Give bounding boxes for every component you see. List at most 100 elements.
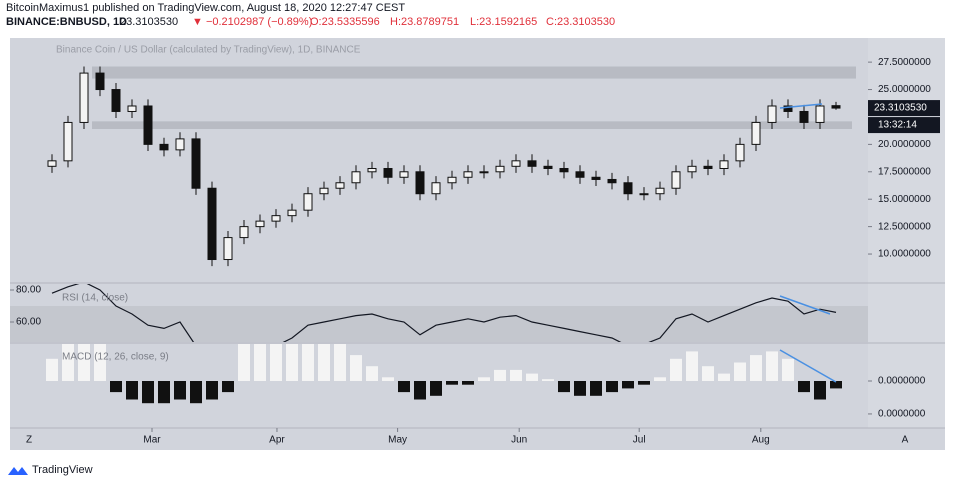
y-tick-label: 17.5000000	[878, 166, 931, 177]
macd-bar	[830, 381, 842, 389]
price: 23.3103530	[120, 16, 178, 28]
candle-body	[831, 105, 841, 109]
x-tick-label: Aug	[752, 435, 770, 446]
countdown-box	[868, 117, 940, 134]
rsi-title: RSI (14, close)	[62, 293, 128, 304]
macd-bar	[414, 381, 426, 400]
y-tick-label: 10.0000000	[878, 249, 931, 260]
x-tick-label: Mar	[143, 435, 161, 446]
y-tick-label: 0.0000000	[878, 409, 926, 420]
candle-body	[287, 209, 297, 217]
candle-body	[799, 110, 809, 123]
macd-bar	[590, 381, 602, 396]
macd-bar	[78, 344, 90, 382]
price-pane	[47, 66, 856, 267]
macd-bar	[558, 381, 570, 393]
candle-body	[591, 176, 601, 180]
watermark: Binance Coin / US Dollar (calculated by …	[56, 45, 361, 56]
candle-body	[783, 105, 793, 112]
ohlc-low: L:23.1592165	[470, 16, 537, 28]
candle-body	[703, 165, 713, 169]
candle-body	[191, 138, 201, 189]
candle-body	[767, 105, 777, 123]
macd-bar	[718, 373, 730, 382]
candle-body	[687, 165, 697, 173]
candle-body	[527, 160, 537, 167]
candle-body	[367, 167, 377, 173]
candle-body	[735, 143, 745, 162]
candle-body	[815, 105, 825, 123]
y-tick-label: 60.00	[16, 317, 41, 328]
macd-bar	[494, 369, 506, 382]
macd-bar	[654, 377, 666, 382]
candle-body	[479, 171, 489, 174]
candle-body	[463, 171, 473, 178]
change: ▼ −0.2102987 (−0.89%)	[192, 16, 312, 28]
trendline	[779, 349, 837, 383]
candle-body	[447, 176, 457, 184]
macd-bar	[222, 381, 234, 393]
candle-body	[175, 138, 185, 151]
candle-body	[655, 187, 665, 195]
macd-bar	[622, 381, 634, 389]
candle-body	[431, 182, 441, 195]
macd-bar	[782, 358, 794, 382]
candle-body	[575, 171, 585, 178]
x-tick-label: May	[388, 435, 407, 446]
macd-bar	[46, 358, 58, 382]
candle-body	[303, 193, 313, 211]
zone	[92, 121, 852, 130]
rsi-line	[51, 284, 837, 342]
macd-bar	[382, 377, 394, 382]
candle-body	[511, 160, 521, 167]
candle-body	[159, 143, 169, 151]
ohlc-high: H:23.8789751	[390, 16, 459, 28]
candle-body	[415, 171, 425, 195]
macd-bar	[94, 344, 106, 382]
macd-bar	[334, 344, 346, 382]
y-tick-label: 15.0000000	[878, 194, 931, 205]
candle-body	[111, 89, 121, 112]
candle-body	[95, 72, 105, 91]
macd-bar	[462, 381, 474, 385]
macd-bar	[814, 381, 826, 400]
nav-button[interactable]: Z	[26, 435, 32, 446]
macd-bar	[366, 366, 378, 382]
y-tick-label: 27.5000000	[878, 57, 931, 68]
ohlc-close: C:23.3103530	[546, 16, 615, 28]
candle-body	[559, 167, 569, 173]
y-tick-label: 25.0000000	[878, 84, 931, 95]
candle-body	[271, 215, 281, 222]
candle-body	[239, 226, 249, 239]
symbol: BINANCE:BNBUSD, 1D	[6, 16, 127, 28]
publish-line: BitcoinMaximus1 published on TradingView…	[6, 2, 405, 14]
candle-body	[255, 220, 265, 228]
macd-bar	[254, 344, 266, 382]
macd-bar	[766, 351, 778, 382]
candle-body	[319, 187, 329, 195]
macd-bar	[750, 355, 762, 382]
candle-body	[719, 160, 729, 169]
ohlc-open: O:23.5335596	[310, 16, 380, 28]
candle-body	[335, 182, 345, 189]
countdown: 13:32:14	[878, 120, 917, 131]
footer-brand: TradingView	[32, 464, 93, 476]
y-tick-label: 20.0000000	[878, 139, 931, 150]
macd-bar	[206, 381, 218, 400]
macd-bar	[286, 344, 298, 382]
macd-bar	[734, 362, 746, 382]
last-price-box	[868, 100, 940, 117]
y-tick-label: 0.0000000	[878, 376, 926, 387]
macd-bar	[302, 344, 314, 382]
macd-pane	[46, 344, 842, 404]
candle-body	[383, 167, 393, 178]
nav-button[interactable]: A	[902, 435, 909, 446]
trendline	[779, 295, 831, 315]
macd-bar	[430, 381, 442, 396]
macd-bar	[190, 381, 202, 404]
macd-bar	[702, 366, 714, 382]
macd-bar	[142, 381, 154, 404]
macd-bar	[446, 381, 458, 385]
macd-bar	[798, 381, 810, 393]
